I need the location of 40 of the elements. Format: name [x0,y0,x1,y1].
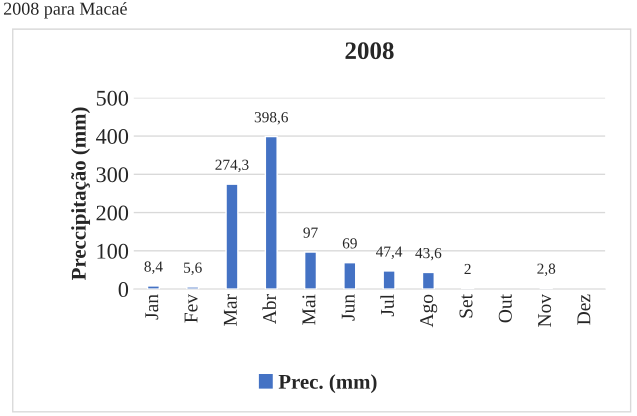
x-tick-label: Fev [184,294,198,323]
data-label: 69 [342,238,357,248]
x-tick-label: Abr [262,294,276,324]
y-tick-label: 300 [96,167,128,182]
x-tick-label: Dez [577,294,590,325]
chart-title: 2008 [346,42,394,60]
bar [225,183,239,290]
bar [422,272,435,290]
x-tick-label: Jun [342,294,355,321]
text: 2008 para Macaé [4,2,127,18]
data-label: 398,6 [254,112,288,125]
data-label: 8,4 [144,261,163,274]
y-tick-label: 200 [96,206,128,221]
bar [304,251,318,290]
data-label: 2,8 [537,264,556,276]
x-tick-label: Set [459,294,473,318]
x-tick-label: Jan [145,294,158,320]
bar [264,136,278,290]
y-tick-label: 100 [98,244,128,259]
x-tick-label: Out [498,294,512,322]
bar [186,286,200,290]
x-tick-label: Ago [420,294,438,328]
data-label: 43,6 [415,248,442,260]
x-tick-label: Mai [302,294,316,325]
y-tick-label: 0 [118,282,128,298]
x-tick-label: Nov [538,294,552,327]
legend-label: Prec. (mm) [278,374,377,394]
data-label: 274,3 [215,160,249,172]
x-tick-label: Jul [380,294,394,316]
y-tick-label: 400 [96,128,128,144]
data-label: 2 [464,264,471,274]
data-label: 5,6 [184,262,202,275]
bar [146,285,160,290]
x-tick-label: Mar [224,294,237,326]
y-axis-title: Preccipitação (mm) [71,107,90,280]
data-label: 97 [303,228,318,238]
y-tick-label: 500 [96,90,128,106]
bar [382,270,396,290]
bar [343,262,356,290]
data-label: 47,4 [376,246,402,259]
